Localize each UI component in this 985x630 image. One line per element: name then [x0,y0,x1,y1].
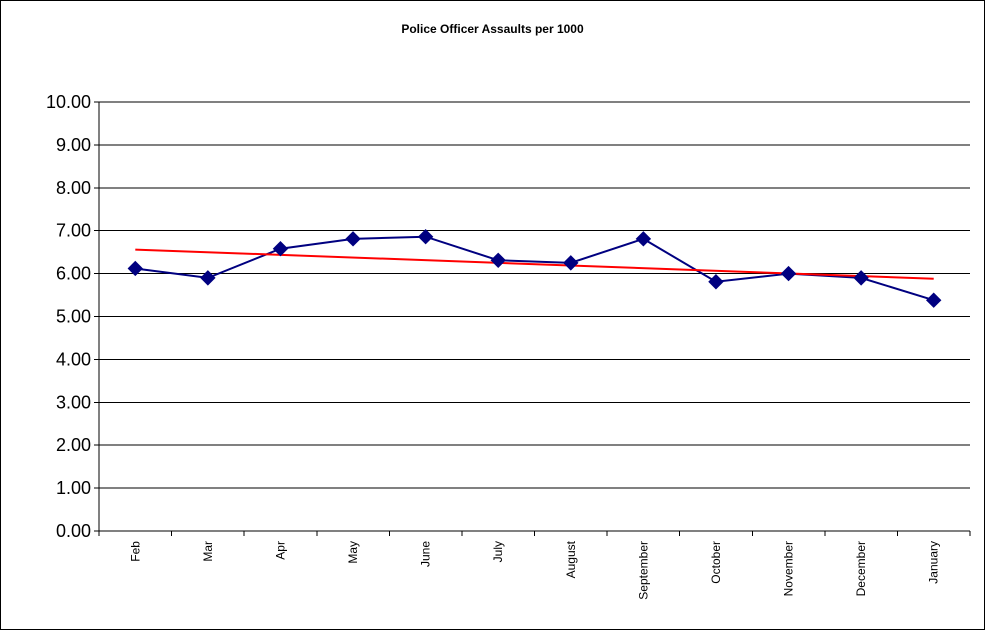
x-tick-label: Feb [128,541,142,562]
markers [127,228,942,308]
data-point [926,292,942,308]
series-line [135,235,935,302]
x-tick-label: October [709,541,723,584]
y-tick-label: 1.00 [56,478,91,498]
data-point [200,270,216,286]
data-point [272,241,289,257]
x-tick-label: November [782,541,796,596]
y-tick-label: 4.00 [56,349,91,369]
y-tick-label: 10.00 [46,92,91,112]
y-tick-label: 3.00 [56,392,91,412]
data-point [708,274,724,290]
data-point [345,231,361,247]
x-tick-label: Apr [273,541,287,560]
data-point [853,270,869,286]
data-point [563,255,579,271]
x-tick-label: July [491,541,505,562]
gridlines [99,101,970,489]
data-point [780,265,797,282]
x-tick-label: December [854,541,868,596]
x-tick-label: January [927,541,941,584]
y-tick-labels: 0.00 1.00 2.00 3.00 4.00 5.00 6.00 7.00 8.00 9.00… [46,92,91,541]
x-tick-label: June [419,541,433,567]
trendline [135,248,934,280]
axes [94,101,971,536]
y-tick-label: 5.00 [56,307,91,327]
y-tick-label: 0.00 [56,521,91,541]
x-tick-label: Mar [201,541,215,562]
y-tick-label: 2.00 [56,435,91,455]
chart-title: Police Officer Assaults per 1000 [401,22,584,36]
x-tick-labels: Feb Mar Apr May June July August September Octob… [128,540,940,599]
trend-line [135,248,934,280]
y-tick-label: 7.00 [56,221,91,241]
y-tick-label: 9.00 [56,135,91,155]
y-tick-label: 8.00 [56,178,91,198]
x-tick-label: May [346,541,360,564]
series [135,235,935,302]
x-tick-label: September [636,541,650,600]
x-tick-label: August [564,540,578,578]
data-point [417,228,434,245]
data-point [127,260,143,277]
y-tick-label: 6.00 [56,264,91,284]
data-point [490,252,506,269]
data-point [635,231,652,247]
